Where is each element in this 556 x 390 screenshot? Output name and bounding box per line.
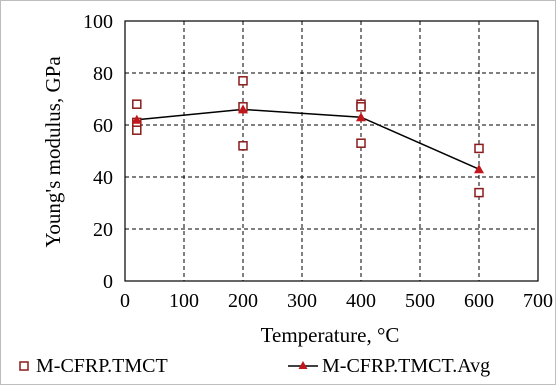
y-tick-label: 60 bbox=[93, 115, 113, 137]
legend-marker-samples bbox=[19, 361, 29, 371]
y-axis-title: Young's modulus, GPa bbox=[41, 56, 65, 248]
sample-point bbox=[132, 99, 142, 109]
x-tick-label: 600 bbox=[464, 290, 494, 312]
legend-marker-average bbox=[298, 361, 308, 369]
x-tick-label: 400 bbox=[346, 290, 376, 312]
x-tick-label: 700 bbox=[523, 290, 553, 312]
average-point bbox=[356, 112, 366, 122]
sample-point bbox=[238, 141, 248, 151]
y-tick-label: 80 bbox=[93, 63, 113, 85]
average-point bbox=[474, 164, 484, 174]
y-tick-label: 20 bbox=[93, 219, 113, 241]
x-tick-label: 200 bbox=[228, 290, 258, 312]
y-tick-label: 40 bbox=[93, 167, 113, 189]
x-tick-label: 0 bbox=[120, 290, 130, 312]
sample-point bbox=[474, 143, 484, 154]
sample-point bbox=[474, 187, 484, 198]
average-point bbox=[131, 114, 142, 124]
x-tick-label: 500 bbox=[405, 290, 435, 312]
tick-labels: 0 100 200 300 400 500 600 700 0 20 40 60 80 100 bbox=[83, 11, 553, 312]
legend-label-average: M-CFRP.TMCT.Avg bbox=[322, 355, 490, 377]
average-line bbox=[136, 108, 480, 170]
sample-point bbox=[356, 138, 366, 148]
average-series-line bbox=[136, 108, 480, 170]
x-tick-label: 300 bbox=[287, 290, 317, 312]
x-tick-label: 100 bbox=[169, 290, 199, 312]
y-tick-label: 0 bbox=[103, 271, 113, 293]
legend: M-CFRP.TMCT M-CFRP.TMCT.Avg bbox=[19, 355, 490, 377]
y-tick-label: 100 bbox=[83, 11, 113, 33]
average-point bbox=[238, 104, 248, 114]
legend-label-samples: M-CFRP.TMCT bbox=[36, 355, 168, 377]
sample-point bbox=[356, 102, 366, 112]
x-axis-title: Temperature, °C bbox=[261, 323, 400, 347]
plot-area bbox=[124, 20, 539, 282]
data-markers bbox=[131, 76, 484, 198]
sample-point bbox=[132, 125, 142, 135]
sample-point bbox=[238, 76, 248, 86]
grid bbox=[125, 21, 538, 281]
